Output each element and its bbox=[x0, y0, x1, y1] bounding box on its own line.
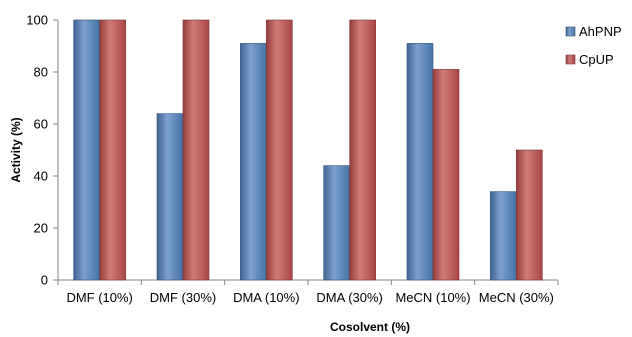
x-tick-label: DMF (10%) bbox=[66, 290, 132, 305]
bar-cpup-5 bbox=[516, 149, 543, 281]
y-tick-label: 0 bbox=[41, 273, 48, 288]
bar-ahpnp-0 bbox=[73, 19, 100, 281]
y-tick-label: 100 bbox=[26, 13, 48, 28]
bar-cpup-3 bbox=[349, 19, 376, 281]
legend-label-cpup: CpUP bbox=[579, 52, 614, 67]
bar-cpup-4 bbox=[432, 69, 460, 281]
bar-cpup-2 bbox=[266, 19, 293, 281]
y-axis-title: Activity (%) bbox=[9, 117, 23, 182]
bar-ahpnp-2 bbox=[240, 43, 267, 281]
bar-cpup-0 bbox=[99, 19, 126, 281]
bar-ahpnp-4 bbox=[406, 43, 434, 281]
y-tick-label: 80 bbox=[34, 65, 48, 80]
legend-label-ahpnp: AhPNP bbox=[579, 24, 622, 39]
bar-ahpnp-5 bbox=[490, 191, 517, 281]
bar-cpup-1 bbox=[182, 19, 210, 281]
legend-swatch-ahpnp bbox=[565, 26, 576, 37]
x-tick-label: DMF (30%) bbox=[150, 290, 216, 305]
x-tick-label: DMA (30%) bbox=[316, 290, 382, 305]
legend-swatch-cpup bbox=[565, 54, 576, 65]
y-tick-label: 60 bbox=[34, 117, 48, 132]
x-tick-label: MeCN (10%) bbox=[395, 290, 470, 305]
y-tick-label: 40 bbox=[34, 169, 48, 184]
x-axis-title: Cosolvent (%) bbox=[330, 320, 410, 334]
x-tick-label: DMA (10%) bbox=[233, 290, 299, 305]
bar-ahpnp-3 bbox=[323, 165, 350, 281]
bar-ahpnp-1 bbox=[156, 113, 184, 281]
y-tick-label: 20 bbox=[34, 221, 48, 236]
x-tick-label: MeCN (30%) bbox=[479, 290, 554, 305]
